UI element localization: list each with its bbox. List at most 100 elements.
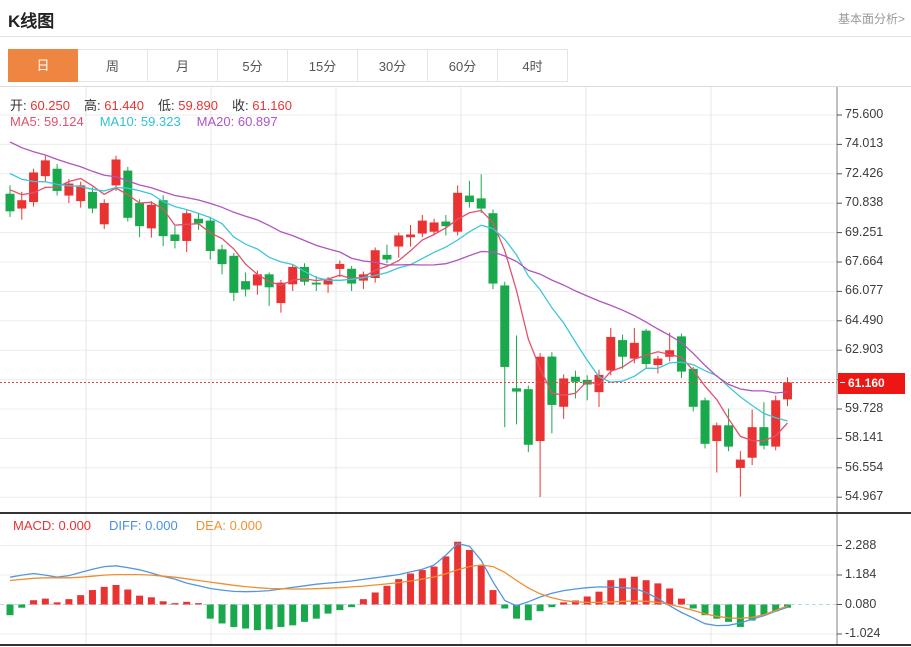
macd-row-item: DEA: 0.000 — [195, 518, 263, 533]
candle-body — [771, 400, 781, 447]
candle-body — [653, 358, 663, 366]
macd-bar — [654, 583, 662, 605]
candle-body — [417, 220, 427, 234]
ma-row-item: MA20: 60.897 — [196, 114, 278, 129]
macd-bar — [65, 599, 73, 605]
macd-bar — [477, 564, 485, 605]
candle-body — [641, 330, 651, 364]
macd-bar — [88, 590, 96, 605]
macd-bar — [194, 603, 202, 605]
candle-body — [688, 368, 698, 407]
ma20-line — [9, 141, 788, 394]
macd-bar — [336, 604, 344, 611]
macd-bar — [41, 598, 49, 605]
candle-body — [288, 266, 298, 285]
macd-bar — [760, 604, 768, 616]
price-axis-label: 67.664 — [845, 254, 884, 269]
macd-bar — [253, 604, 261, 631]
macd-bar — [701, 604, 709, 616]
candle-body — [382, 254, 392, 260]
price-axis-label: 54.967 — [845, 489, 884, 504]
candle-body — [323, 278, 333, 285]
macd-bar — [713, 604, 721, 619]
tab-月[interactable]: 月 — [148, 49, 218, 82]
macd-axis-label: 0.080 — [845, 596, 877, 611]
candle-body — [488, 213, 498, 284]
candle-body — [559, 378, 569, 407]
macd-bar — [100, 586, 108, 605]
candle-body — [205, 220, 215, 251]
ohlc-row-item: 收: 61.160 — [232, 98, 292, 113]
tab-15分[interactable]: 15分 — [288, 49, 358, 82]
price-axis-label: 58.141 — [845, 430, 884, 445]
candle-body — [735, 459, 745, 468]
macd-bar — [77, 595, 85, 605]
candle-body — [535, 356, 545, 442]
axis-tick-icon — [840, 381, 845, 383]
candle-body — [406, 234, 416, 238]
macd-bar — [359, 599, 367, 605]
tab-日[interactable]: 日 — [8, 49, 78, 82]
macd-bar — [312, 604, 320, 619]
macd-bar — [619, 578, 627, 605]
macd-bar — [465, 549, 473, 605]
candle-body — [606, 336, 616, 371]
macd-bar — [112, 584, 120, 605]
macd-bar — [395, 579, 403, 605]
tab-60分[interactable]: 60分 — [428, 49, 498, 82]
macd-bar — [607, 580, 615, 605]
header-divider — [0, 36, 911, 37]
tab-5分[interactable]: 5分 — [218, 49, 288, 82]
ma-values-row: MA5: 59.124 MA10: 59.323 MA20: 60.897 — [10, 114, 294, 129]
macd-bar — [677, 598, 685, 605]
macd-bar — [689, 604, 697, 609]
ma-row-item: MA10: 59.323 — [99, 114, 181, 129]
candle-body — [276, 282, 286, 304]
tab-30分[interactable]: 30分 — [358, 49, 428, 82]
macd-bar — [725, 604, 733, 622]
candle-body — [500, 285, 510, 367]
candle-body — [241, 281, 251, 290]
ohlc-row-item: 低: 59.890 — [158, 98, 218, 113]
price-axis-label: 62.903 — [845, 342, 884, 357]
dea-line — [9, 564, 788, 620]
macd-bar — [171, 603, 179, 605]
candle-body — [264, 274, 274, 288]
candle-body — [29, 172, 39, 203]
candle-body — [158, 200, 168, 237]
candle-body — [464, 195, 474, 203]
ohlc-row-item: 高: 61.440 — [84, 98, 144, 113]
macd-bar — [430, 566, 438, 605]
candle-body — [512, 388, 522, 392]
candle-body — [146, 204, 156, 229]
candle-body — [64, 183, 74, 196]
candle-body — [582, 379, 592, 385]
current-price-badge: 61.160 — [838, 372, 905, 394]
macd-bar — [513, 604, 521, 619]
macd-bar — [218, 604, 226, 624]
macd-bar — [183, 601, 191, 605]
candle-body — [759, 427, 769, 446]
macd-bar — [324, 604, 332, 614]
tab-周[interactable]: 周 — [78, 49, 148, 82]
macd-bar — [748, 604, 756, 621]
candle-body — [676, 336, 686, 372]
price-axis-label: 75.600 — [845, 107, 884, 121]
ma5-line — [9, 177, 788, 442]
macd-bar — [772, 604, 780, 612]
candle-body — [476, 198, 486, 209]
macd-bar — [442, 556, 450, 605]
macd-bar — [242, 604, 250, 629]
macd-bar — [736, 604, 744, 627]
macd-bar — [371, 592, 379, 605]
macd-bar — [348, 604, 356, 608]
fundamental-analysis-link[interactable]: 基本面分析> — [837, 12, 905, 26]
candle-body — [665, 350, 675, 357]
macd-row-item: DIFF: 0.000 — [109, 518, 178, 533]
price-axis-label: 64.490 — [845, 312, 884, 327]
macd-bar — [206, 604, 214, 619]
tab-4时[interactable]: 4时 — [498, 49, 568, 82]
macd-bar — [277, 604, 285, 627]
